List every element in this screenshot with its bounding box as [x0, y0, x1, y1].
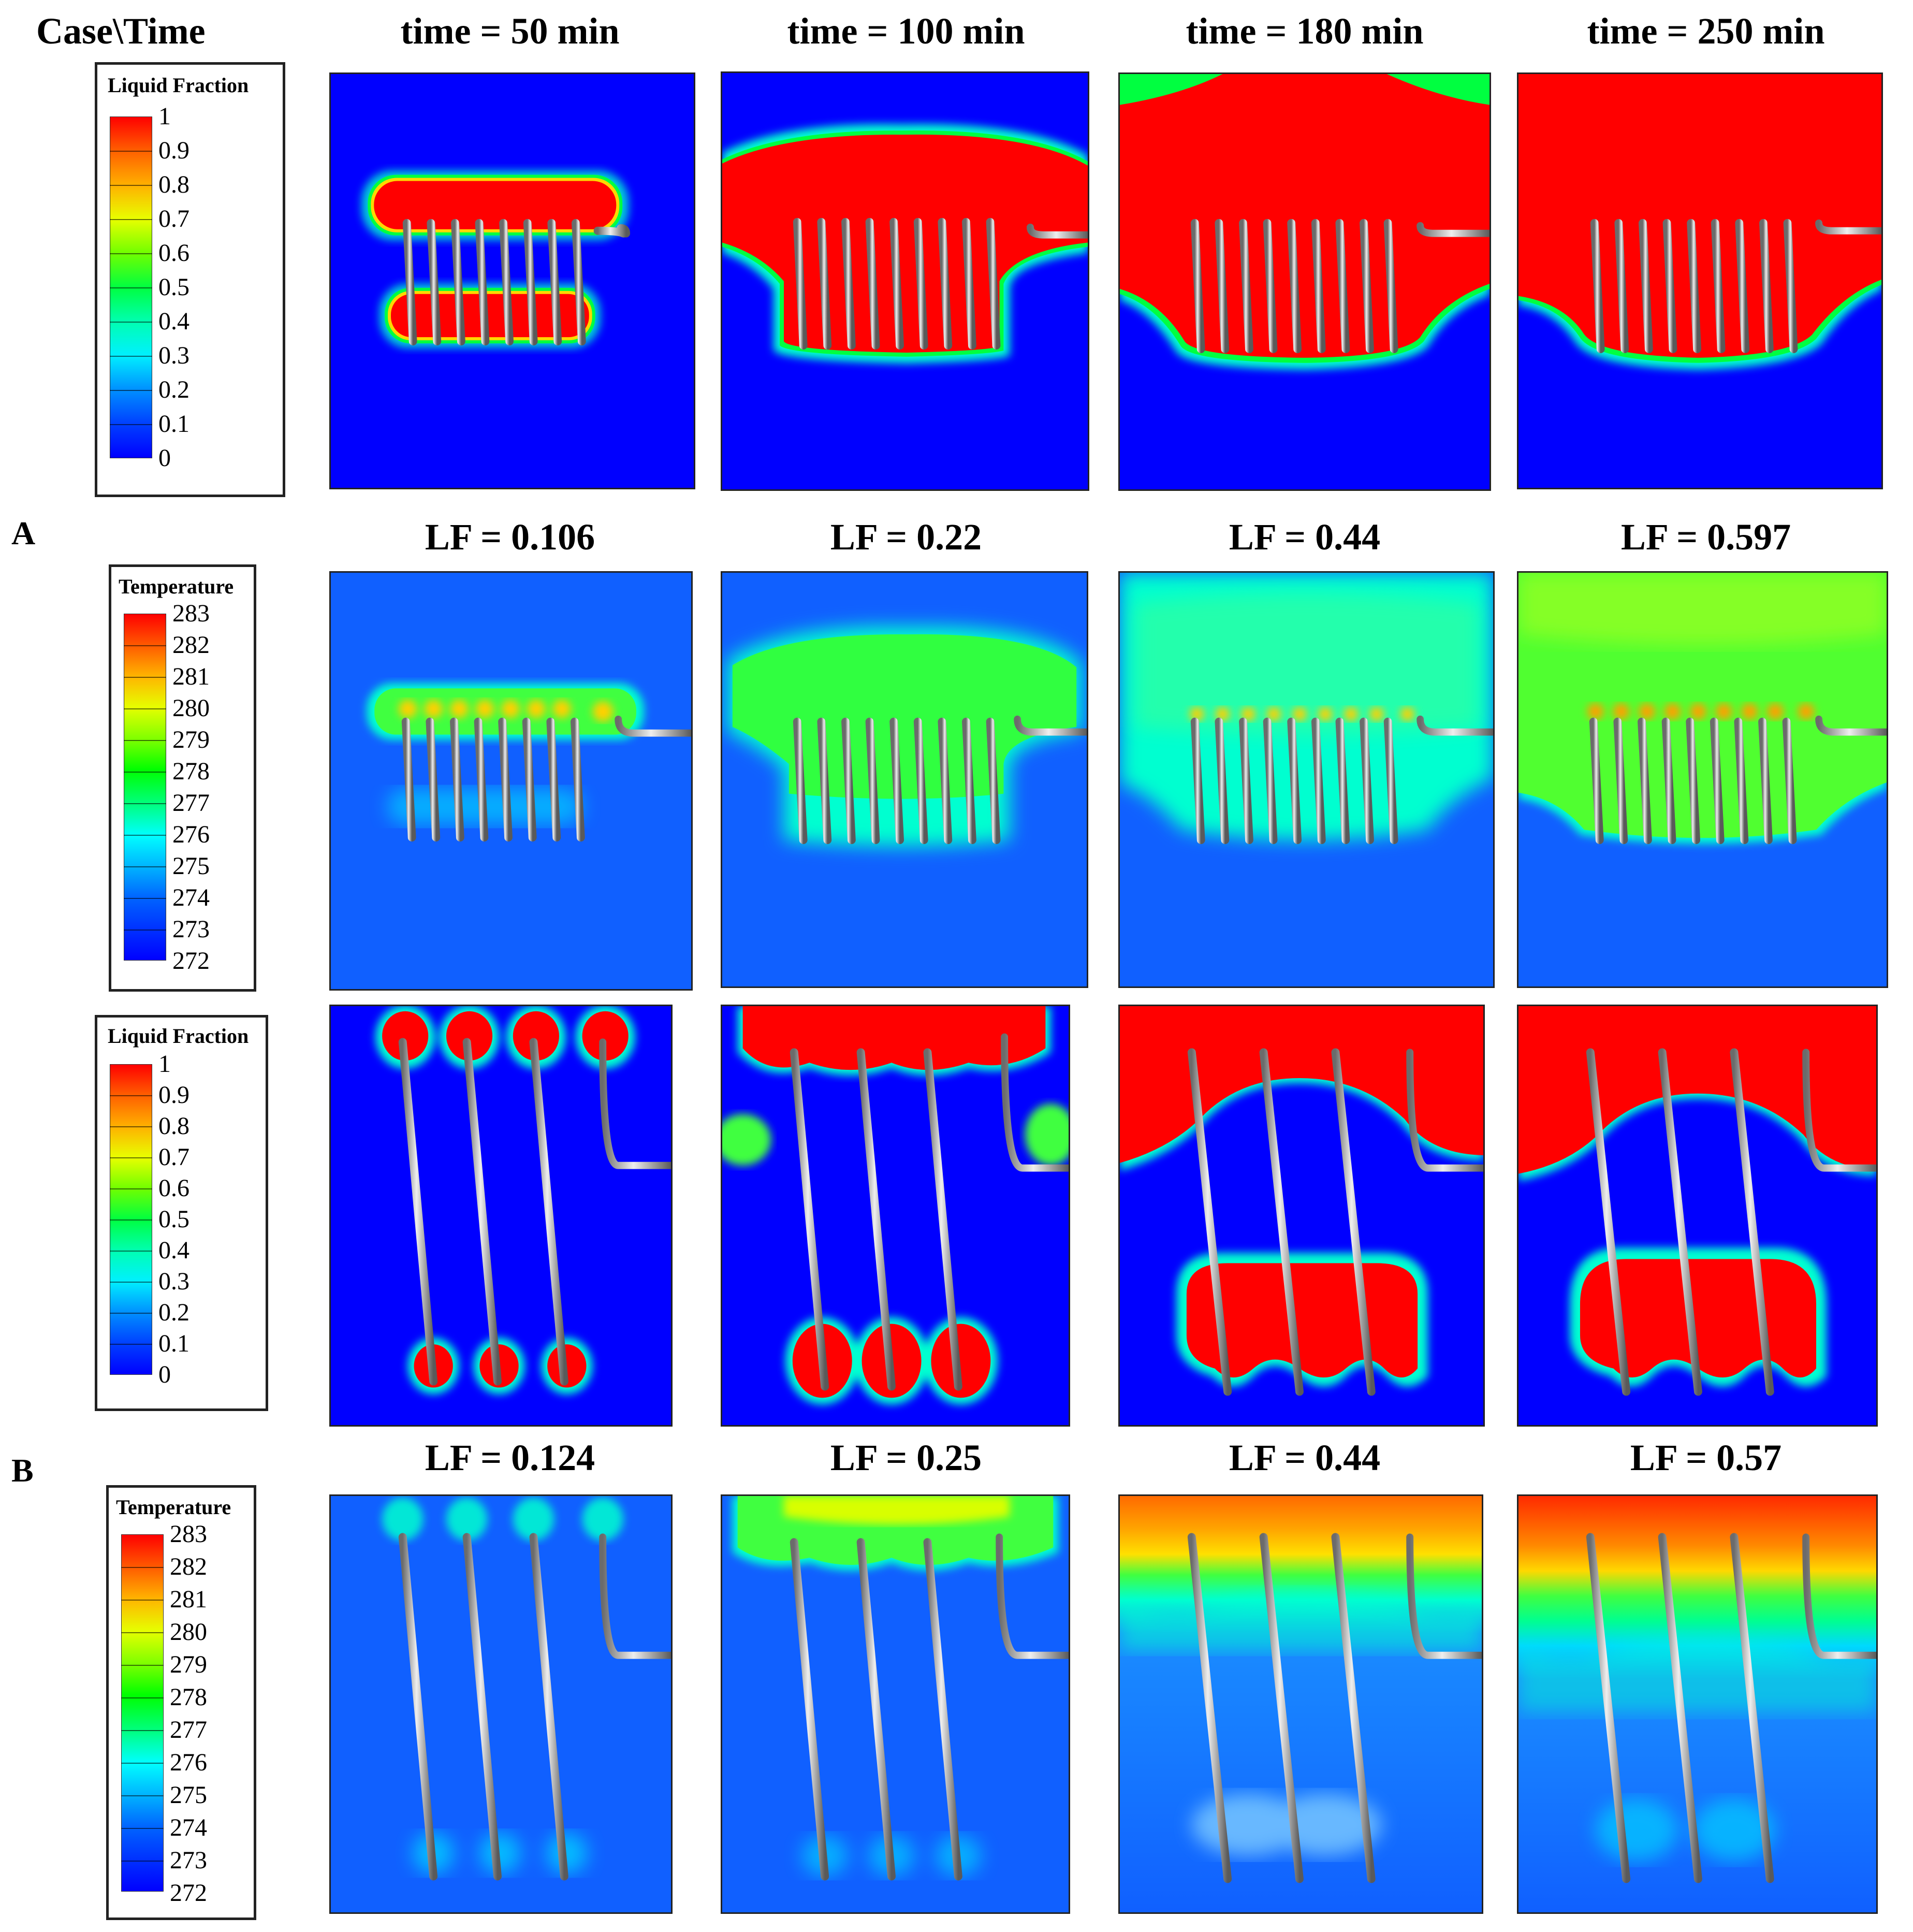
legend-label: 0.5 — [158, 1205, 189, 1233]
legend-temperature-b: Temperature 283 282 281 280 279 278 277 … — [106, 1485, 256, 1920]
legend-title: Temperature — [116, 1495, 231, 1519]
legend-label: 278 — [172, 758, 210, 785]
case-label-b: B — [11, 1452, 34, 1489]
panel-a-temp-250 — [1517, 571, 1888, 988]
legend-label: 277 — [172, 789, 210, 817]
legend-title: Liquid Fraction — [108, 1024, 249, 1048]
panel-b-liquid-180 — [1118, 1005, 1485, 1427]
legend-label: 0.5 — [158, 273, 189, 301]
legend-label: 273 — [172, 916, 210, 943]
legend-label: 0.1 — [158, 410, 189, 438]
color-bar — [124, 614, 166, 961]
legend-label: 274 — [170, 1814, 207, 1841]
panel-b-liquid-50 — [329, 1005, 673, 1427]
legend-label: 274 — [172, 884, 210, 911]
legend-label: 0.9 — [158, 137, 189, 164]
legend-label: 283 — [170, 1520, 207, 1548]
panel-a-liquid-250 — [1517, 72, 1883, 489]
time-header-180: time = 180 min — [1186, 10, 1424, 52]
legend-label: 0.8 — [158, 171, 189, 198]
panel-a-liquid-180 — [1118, 72, 1491, 491]
panel-a-liquid-50 — [329, 72, 695, 489]
legend-label: 0.1 — [158, 1330, 189, 1357]
legend-label: 280 — [170, 1618, 207, 1646]
legend-label: 0 — [158, 1361, 171, 1388]
legend-label: 0.2 — [158, 376, 189, 403]
legend-label: 0.4 — [158, 1237, 189, 1264]
legend-temperature-a: Temperature 283 282 281 280 279 278 277 … — [109, 564, 256, 992]
lf-value-b-250: LF = 0.57 — [1630, 1437, 1782, 1478]
legend-label: 273 — [170, 1847, 207, 1874]
legend-label: 1 — [158, 103, 171, 130]
legend-label: 283 — [172, 600, 210, 627]
legend-label: 275 — [172, 852, 210, 880]
legend-liquid-fraction-b: Liquid Fraction 1 0.9 0.8 0.7 0.6 0.5 0.… — [95, 1015, 268, 1411]
legend-label: 0 — [158, 444, 171, 472]
legend-title: Liquid Fraction — [108, 74, 249, 97]
legend-title: Temperature — [119, 575, 234, 598]
panel-a-temp-100 — [721, 571, 1088, 988]
legend-label: 282 — [172, 631, 210, 659]
panel-b-temp-50 — [329, 1494, 673, 1914]
legend-label: 277 — [170, 1716, 207, 1744]
panel-b-liquid-100 — [721, 1005, 1070, 1427]
color-bar — [121, 1534, 164, 1892]
legend-liquid-fraction-a: Liquid Fraction 1 0.9 0.8 0.7 0.6 0.5 0.… — [95, 62, 285, 497]
legend-label: 282 — [170, 1553, 207, 1580]
panel-a-liquid-100 — [721, 71, 1089, 491]
legend-label: 0.2 — [158, 1299, 189, 1326]
lf-value-b-50: LF = 0.124 — [425, 1437, 595, 1478]
legend-label: 0.3 — [158, 342, 189, 369]
legend-label: 279 — [172, 726, 210, 753]
legend-label: 272 — [170, 1879, 207, 1907]
lf-value-a-100: LF = 0.22 — [830, 516, 982, 558]
panel-b-temp-180 — [1118, 1494, 1483, 1914]
legend-label: 276 — [172, 821, 210, 848]
legend-label: 281 — [172, 663, 210, 690]
legend-label: 0.6 — [158, 1174, 189, 1202]
lf-value-a-180: LF = 0.44 — [1229, 516, 1381, 558]
case-label-a: A — [11, 515, 36, 551]
legend-label: 0.7 — [158, 205, 189, 233]
time-header-100: time = 100 min — [787, 10, 1025, 52]
legend-label: 0.6 — [158, 239, 189, 267]
legend-label: 272 — [172, 947, 210, 975]
legend-label: 0.9 — [158, 1081, 189, 1109]
legend-label: 275 — [170, 1781, 207, 1809]
time-header-50: time = 50 min — [400, 10, 620, 52]
lf-value-b-100: LF = 0.25 — [830, 1437, 982, 1478]
lf-value-a-50: LF = 0.106 — [425, 516, 595, 558]
legend-label: 1 — [158, 1050, 171, 1078]
time-header-250: time = 250 min — [1587, 10, 1825, 52]
legend-label: 280 — [172, 694, 210, 722]
legend-label: 0.8 — [158, 1112, 189, 1140]
panel-a-temp-50 — [329, 571, 693, 991]
corner-header: Case\Time — [36, 10, 206, 52]
legend-label: 281 — [170, 1586, 207, 1613]
legend-label: 0.7 — [158, 1143, 189, 1171]
panel-a-temp-180 — [1118, 571, 1495, 988]
legend-label: 0.3 — [158, 1268, 189, 1295]
legend-label: 276 — [170, 1749, 207, 1776]
legend-label: 0.4 — [158, 308, 189, 335]
legend-label: 279 — [170, 1651, 207, 1678]
panel-b-temp-250 — [1517, 1494, 1878, 1914]
lf-value-a-250: LF = 0.597 — [1620, 516, 1791, 558]
panel-b-liquid-250 — [1517, 1005, 1878, 1427]
lf-value-b-180: LF = 0.44 — [1229, 1437, 1381, 1478]
legend-label: 278 — [170, 1683, 207, 1711]
panel-b-temp-100 — [721, 1494, 1070, 1914]
